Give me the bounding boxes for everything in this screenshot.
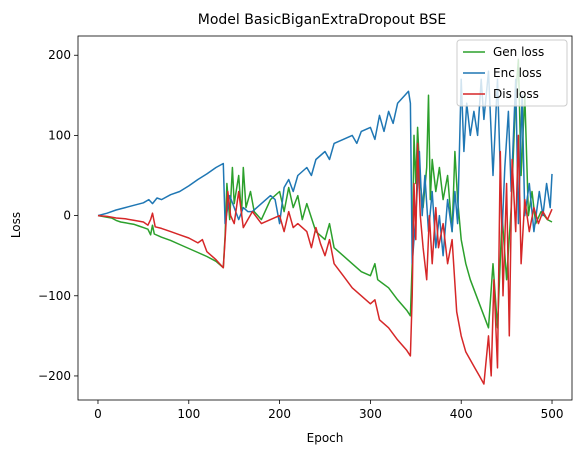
legend-label: Gen loss [493, 45, 544, 59]
plot-frame [77, 35, 573, 401]
x-tick-label: 0 [94, 407, 102, 421]
x-axis-label: Epoch [307, 431, 344, 445]
x-tick-label: 300 [359, 407, 382, 421]
y-tick-label: 100 [48, 128, 71, 142]
axes: 0 100 200 300 400 500 −200 −100 0 100 200 [38, 35, 573, 421]
x-tick-label: 400 [450, 407, 473, 421]
y-tick-label: 0 [63, 209, 71, 223]
chart-title: Model BasicBiganExtraDropout BSE [198, 12, 447, 28]
series-line-3 [97, 134, 553, 385]
y-tick-label: −100 [38, 289, 71, 303]
y-axis-label: Loss [9, 212, 23, 238]
legend-box [456, 39, 568, 107]
y-tick-label: 200 [48, 48, 71, 62]
legend-label: Enc loss [493, 66, 542, 80]
x-tick-label: 200 [268, 407, 291, 421]
x-tick-label: 100 [177, 407, 200, 421]
y-tick-label: −200 [38, 369, 71, 383]
legend: Gen loss Enc loss Dis loss [456, 39, 568, 107]
series-line-1 [97, 58, 553, 329]
legend-label: Dis loss [493, 87, 539, 101]
x-tick-label: 500 [541, 407, 564, 421]
